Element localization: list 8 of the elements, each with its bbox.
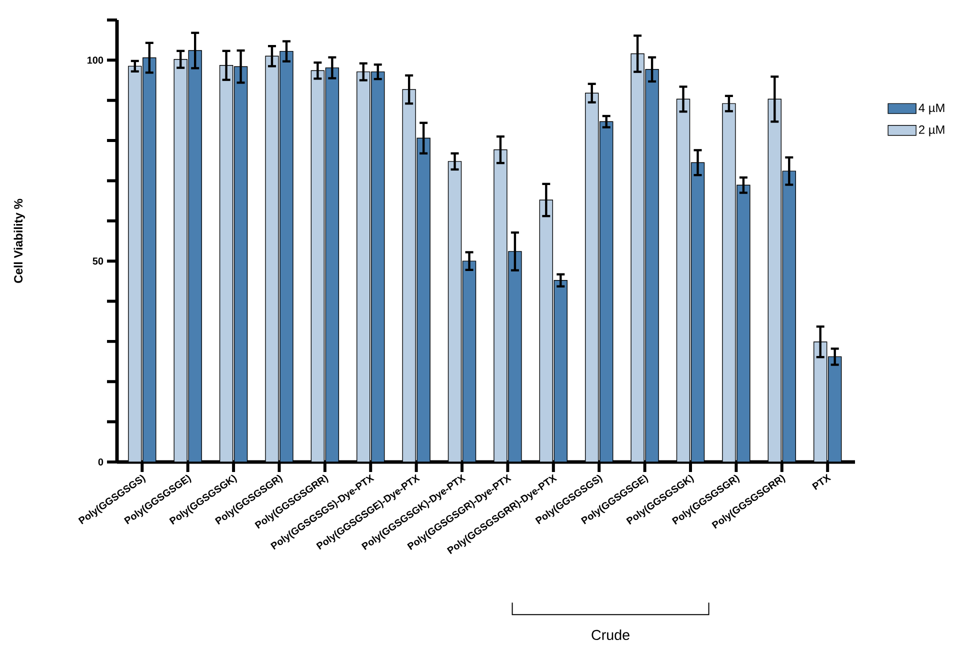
y-tick-label: 0	[98, 458, 104, 466]
y-tick-label: 100	[87, 56, 104, 64]
x-tick-label: PTX	[812, 474, 832, 490]
legend-label: 2 µM	[918, 125, 944, 136]
text: Crude	[592, 630, 630, 640]
y-tick-label: 50	[92, 258, 104, 265]
y-axis-title: Cell Viability %	[14, 198, 25, 283]
legend-label: 4 µM	[918, 104, 944, 114]
